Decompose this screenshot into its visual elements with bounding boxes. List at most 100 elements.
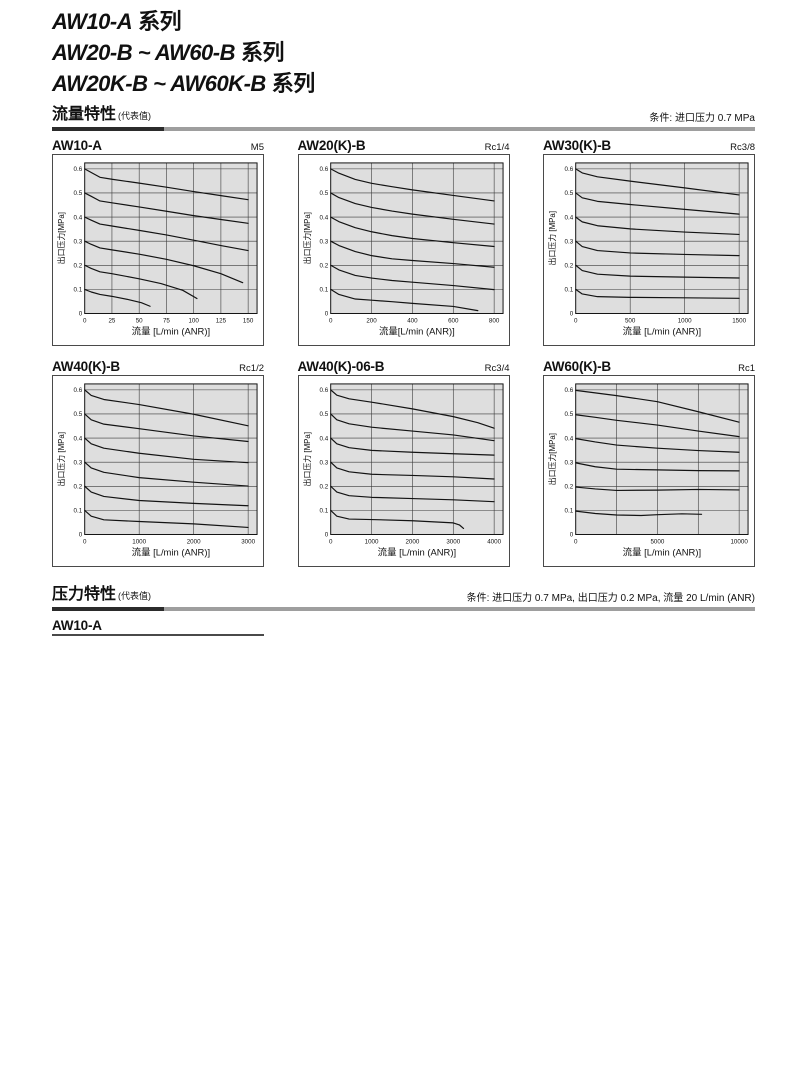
chart-title: AW30(K)-B — [543, 138, 611, 153]
svg-text:0.4: 0.4 — [74, 435, 83, 442]
plot-area — [575, 162, 749, 314]
chart-title: AW10-A — [52, 138, 102, 153]
curve-set-0.6MPa — [329, 389, 495, 429]
axis-tick-labels: 0 0.1 0.2 0.3 0.4 0.5 0.6 0 1000 2000 3000 4000 — [319, 387, 501, 545]
curve-set-0.3MPa — [575, 240, 740, 257]
y-axis-label: 出口压力 [MPa] — [547, 211, 557, 265]
svg-text:0.1: 0.1 — [319, 287, 328, 294]
flow-section-rule — [52, 127, 755, 131]
svg-text:1000: 1000 — [364, 539, 378, 546]
svg-text:0: 0 — [324, 532, 328, 539]
svg-text:50: 50 — [136, 317, 143, 324]
chart-card-pressure-AW10-A: AW10-A — [52, 617, 264, 637]
svg-text:0.4: 0.4 — [74, 214, 83, 221]
svg-text:0.5: 0.5 — [319, 411, 328, 418]
curve-set-0.4MPa — [84, 437, 249, 464]
curve-set-0.1MPa — [575, 288, 740, 299]
svg-text:2000: 2000 — [187, 539, 201, 546]
chart-title: AW20(K)-B — [297, 138, 366, 153]
curve-set-0.3MPa — [575, 462, 740, 472]
chart-canvas: 0 0.1 0.2 0.3 0.4 0.5 0.6 0 1000 2000 3000 4000 流量 [… — [301, 383, 504, 557]
svg-text:0.5: 0.5 — [565, 411, 574, 418]
svg-text:0.4: 0.4 — [565, 214, 574, 221]
pressure-rule-dark-segment — [52, 607, 164, 612]
chart-box — [52, 634, 264, 637]
chart-card-flow-AW40(K)-06-B: AW40(K)-06-B Rc3/4 0 0.1 0.2 0.3 0.4 0.5 0.6 0 100… — [297, 358, 510, 568]
plot-frame — [84, 383, 258, 536]
svg-text:3000: 3000 — [446, 539, 460, 546]
chart-card-flow-AW40(K)-B: AW40(K)-B Rc1/2 0 0.1 0.2 0.3 0.4 0.5 0.6 0 1000 20… — [52, 358, 264, 568]
plot-area — [575, 384, 749, 535]
pressure-heading-note: (代表值) — [118, 591, 152, 602]
curve-set-0.1MPa — [84, 288, 151, 307]
axis-tick-labels: 0 0.1 0.2 0.3 0.4 0.5 0.6 0 5000 10000 — [565, 387, 749, 545]
svg-text:0.5: 0.5 — [74, 411, 83, 418]
curve-set-0.3MPa — [84, 240, 244, 284]
svg-text:0.5: 0.5 — [565, 190, 574, 197]
svg-text:800: 800 — [488, 317, 499, 324]
gridlines — [84, 162, 258, 314]
svg-text:0.6: 0.6 — [74, 387, 83, 394]
axis-tick-labels: 0 0.1 0.2 0.3 0.4 0.5 0.6 0 200 400 600 800 — [319, 166, 499, 324]
svg-text:0: 0 — [79, 311, 83, 318]
x-axis-label: 流量 [L/min (ANR)] — [623, 546, 701, 557]
svg-text:2000: 2000 — [405, 539, 419, 546]
chart-card-flow-AW10-A: AW10-A M5 0 0.1 0.2 0.3 0.4 0.5 0.6 0 25 50 75 100 125… — [52, 137, 264, 347]
chart-title: AW40(K)-B — [52, 359, 120, 375]
series-title-3-model: AW20K-B ~ AW60K-B — [52, 71, 266, 96]
curve-set-0.5MPa — [84, 413, 249, 443]
curves — [84, 389, 249, 529]
svg-text:4000: 4000 — [487, 539, 501, 546]
svg-text:400: 400 — [407, 317, 418, 324]
flow-condition-text: 条件: 进口压力 0.7 MPa — [649, 113, 755, 124]
curve-set-0.3MPa — [329, 240, 495, 268]
svg-text:5000: 5000 — [650, 539, 664, 546]
y-axis-label: 出口压力[MPa] — [547, 433, 557, 485]
flow-rule-dark-segment — [52, 127, 164, 131]
curve-set-0.6MPa — [84, 389, 249, 427]
series-title-2-suffix: 系列 — [241, 40, 285, 65]
svg-text:0: 0 — [570, 311, 574, 318]
plot-area — [330, 384, 503, 535]
port-size-label: Rc1/4 — [484, 142, 510, 153]
curve-set-0.3MPa — [329, 461, 495, 480]
x-axis-label: 流量[L/min (ANR)] — [378, 325, 454, 336]
series-title-2-model: AW20-B ~ AW60-B — [52, 40, 236, 65]
x-axis-label: 流量 [L/min (ANR)] — [132, 546, 210, 557]
y-axis-label: 出口压力[MPa] — [56, 212, 66, 264]
chart-card-header: AW10-A — [52, 617, 264, 634]
x-axis-label: 流量 [L/min (ANR)] — [377, 546, 455, 557]
curve-set-0.2MPa — [329, 485, 495, 503]
svg-text:3000: 3000 — [241, 539, 255, 546]
plot-area — [84, 162, 258, 314]
svg-text:0.6: 0.6 — [565, 387, 574, 394]
curve-set-0.4MPa — [329, 216, 495, 248]
curve-set-0.3MPa — [84, 461, 249, 487]
svg-text:0.2: 0.2 — [74, 262, 83, 269]
chart-card-header: AW30(K)-B Rc3/8 — [543, 137, 755, 154]
curves — [575, 389, 740, 517]
curve-set-0.2MPa — [329, 264, 495, 291]
catalog-page: AW10-A 系列 AW20-B ~ AW60-B 系列 AW20K-B ~ AW6… — [52, 6, 755, 637]
svg-text:0.6: 0.6 — [565, 166, 574, 173]
chart-box: 0 0.1 0.2 0.3 0.4 0.5 0.6 0 500 1000 1500 流量 [L/min… — [543, 154, 755, 347]
svg-text:500: 500 — [625, 317, 636, 324]
curve-set-0.4MPa — [575, 438, 740, 454]
axis-tick-labels: 0 0.1 0.2 0.3 0.4 0.5 0.6 0 1000 2000 3000 — [74, 387, 256, 545]
svg-text:200: 200 — [366, 317, 377, 324]
series-title-1: AW10-A 系列 — [52, 6, 755, 37]
svg-text:0.1: 0.1 — [74, 287, 83, 294]
svg-text:10000: 10000 — [730, 539, 748, 546]
svg-text:0.2: 0.2 — [74, 484, 83, 491]
svg-text:125: 125 — [216, 317, 227, 324]
svg-text:0.4: 0.4 — [319, 214, 328, 221]
chart-title: AW60(K)-B — [543, 359, 611, 375]
chart-canvas: 0 0.1 0.2 0.3 0.4 0.5 0.6 0 25 50 75 100 125 150 流量 [L… — [56, 162, 258, 336]
gridlines — [84, 384, 258, 535]
svg-text:0.1: 0.1 — [319, 508, 328, 515]
gridlines — [330, 162, 503, 314]
svg-text:0.2: 0.2 — [319, 484, 328, 491]
chart-box: 0 0.1 0.2 0.3 0.4 0.5 0.6 0 1000 2000 3000 4000 流量 [… — [297, 375, 510, 568]
chart-canvas: 0 0.1 0.2 0.3 0.4 0.5 0.6 0 1000 2000 3000 流量 [L/mi… — [56, 383, 258, 557]
series-title-1-suffix: 系列 — [138, 9, 182, 34]
